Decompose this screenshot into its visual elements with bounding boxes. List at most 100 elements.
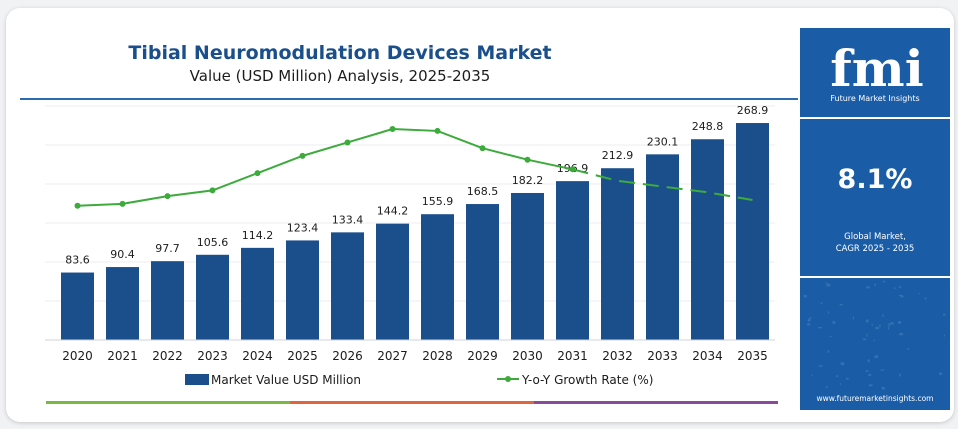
panel-divider-top	[800, 117, 950, 119]
texture-speck	[873, 339, 875, 342]
bar-2022	[151, 261, 184, 340]
x-tick-2035: 2035	[737, 349, 768, 363]
growth-point-2022	[164, 193, 171, 200]
legend-bar-label: Market Value USD Million	[211, 373, 361, 387]
legend-bar-swatch	[185, 374, 209, 385]
texture-speck	[907, 348, 910, 350]
texture-speck	[883, 280, 886, 283]
texture-speck	[827, 350, 830, 353]
x-tick-2023: 2023	[197, 349, 228, 363]
bar-label-2024: 114.2	[242, 229, 274, 242]
bar-2031	[556, 181, 589, 340]
bar-2025	[286, 240, 319, 340]
bar-2032	[601, 168, 634, 340]
texture-speck	[840, 383, 841, 385]
legend-line-label: Y-o-Y Growth Rate (%)	[521, 373, 653, 387]
cagr-value: 8.1%	[837, 164, 913, 195]
texture-speck	[874, 355, 878, 359]
growth-point-2029	[479, 145, 486, 152]
growth-point-2021	[119, 200, 126, 207]
x-tick-2029: 2029	[467, 349, 498, 363]
texture-speck	[807, 318, 811, 322]
growth-point-2027	[389, 126, 396, 133]
x-tick-2034: 2034	[692, 349, 723, 363]
chart-subtitle: Value (USD Million) Analysis, 2025-2035	[189, 67, 491, 85]
texture-speck	[890, 322, 894, 325]
x-tick-2028: 2028	[422, 349, 453, 363]
bar-label-2020: 83.6	[65, 254, 90, 267]
texture-speck	[835, 375, 839, 377]
texture-speck	[845, 377, 849, 380]
x-tick-2021: 2021	[107, 349, 138, 363]
texture-speck	[881, 386, 885, 390]
logo-caption: Future Market Insights	[830, 94, 920, 103]
texture-speck	[899, 332, 903, 336]
x-tick-2032: 2032	[602, 349, 633, 363]
texture-speck	[866, 333, 868, 337]
texture-speck	[899, 373, 901, 377]
bar-label-2026: 133.4	[332, 213, 364, 226]
growth-point-2031	[569, 166, 576, 173]
bar-2021	[106, 267, 139, 340]
texture-speck	[839, 304, 843, 306]
texture-speck	[818, 326, 822, 329]
bar-2023	[196, 254, 229, 340]
texture-speck	[882, 314, 884, 317]
texture-speck	[828, 311, 830, 314]
fmi-logo-text: fmi	[830, 39, 923, 94]
cagr-label-line1: Global Market,	[844, 232, 906, 242]
bar-label-2030: 182.2	[512, 174, 544, 187]
texture-speck	[893, 287, 896, 289]
texture-speck	[809, 317, 812, 319]
bar-label-2033: 230.1	[647, 135, 679, 148]
bar-2026	[331, 232, 364, 340]
bar-label-2035: 268.9	[737, 104, 769, 117]
legend-line-marker	[505, 376, 511, 382]
texture-speck	[811, 374, 813, 376]
texture-speck	[825, 386, 828, 388]
bar-2029	[466, 204, 499, 340]
texture-speck	[871, 323, 873, 327]
texture-speck	[830, 336, 832, 337]
texture-speck	[820, 302, 823, 304]
bar-2035	[736, 123, 769, 341]
texture-speck	[943, 313, 946, 316]
texture-speck	[875, 326, 879, 330]
texture-speck	[862, 338, 866, 341]
growth-point-2024	[254, 170, 261, 177]
texture-speck	[897, 321, 902, 324]
texture-speck	[865, 370, 869, 373]
bar-label-2022: 97.7	[155, 242, 180, 255]
growth-point-2026	[344, 139, 351, 146]
decorative-texture	[803, 280, 946, 390]
cagr-label-line2: CAGR 2025 - 2035	[835, 244, 915, 254]
bar-label-2021: 90.4	[110, 248, 135, 261]
texture-speck	[840, 362, 845, 366]
bar-label-2034: 248.8	[692, 120, 724, 133]
growth-point-2028	[434, 127, 441, 134]
x-tick-2026: 2026	[332, 349, 363, 363]
texture-speck	[939, 372, 943, 375]
x-tick-2025: 2025	[287, 349, 318, 363]
texture-speck	[867, 359, 870, 363]
growth-line-dashed	[572, 168, 753, 201]
growth-point-2023	[209, 187, 216, 194]
x-tick-2024: 2024	[242, 349, 273, 363]
texture-speck	[887, 326, 890, 330]
texture-speck	[826, 283, 831, 287]
x-tick-2033: 2033	[647, 349, 678, 363]
bar-2027	[376, 223, 409, 340]
title-divider	[20, 98, 798, 100]
texture-speck	[898, 286, 902, 288]
texture-speck	[898, 295, 902, 297]
website-link[interactable]: www.futuremarketinsights.com	[816, 394, 934, 403]
bar-2028	[421, 214, 454, 340]
growth-point-2025	[299, 152, 306, 159]
texture-speck	[825, 282, 827, 284]
texture-speck	[852, 316, 854, 320]
x-tick-2031: 2031	[557, 349, 588, 363]
color-strip-segment	[534, 401, 778, 404]
texture-speck	[868, 384, 873, 387]
bar-label-2025: 123.4	[287, 221, 319, 234]
fmi-side-panel: fmi Future Market Insights 8.1% Global M…	[800, 28, 950, 410]
